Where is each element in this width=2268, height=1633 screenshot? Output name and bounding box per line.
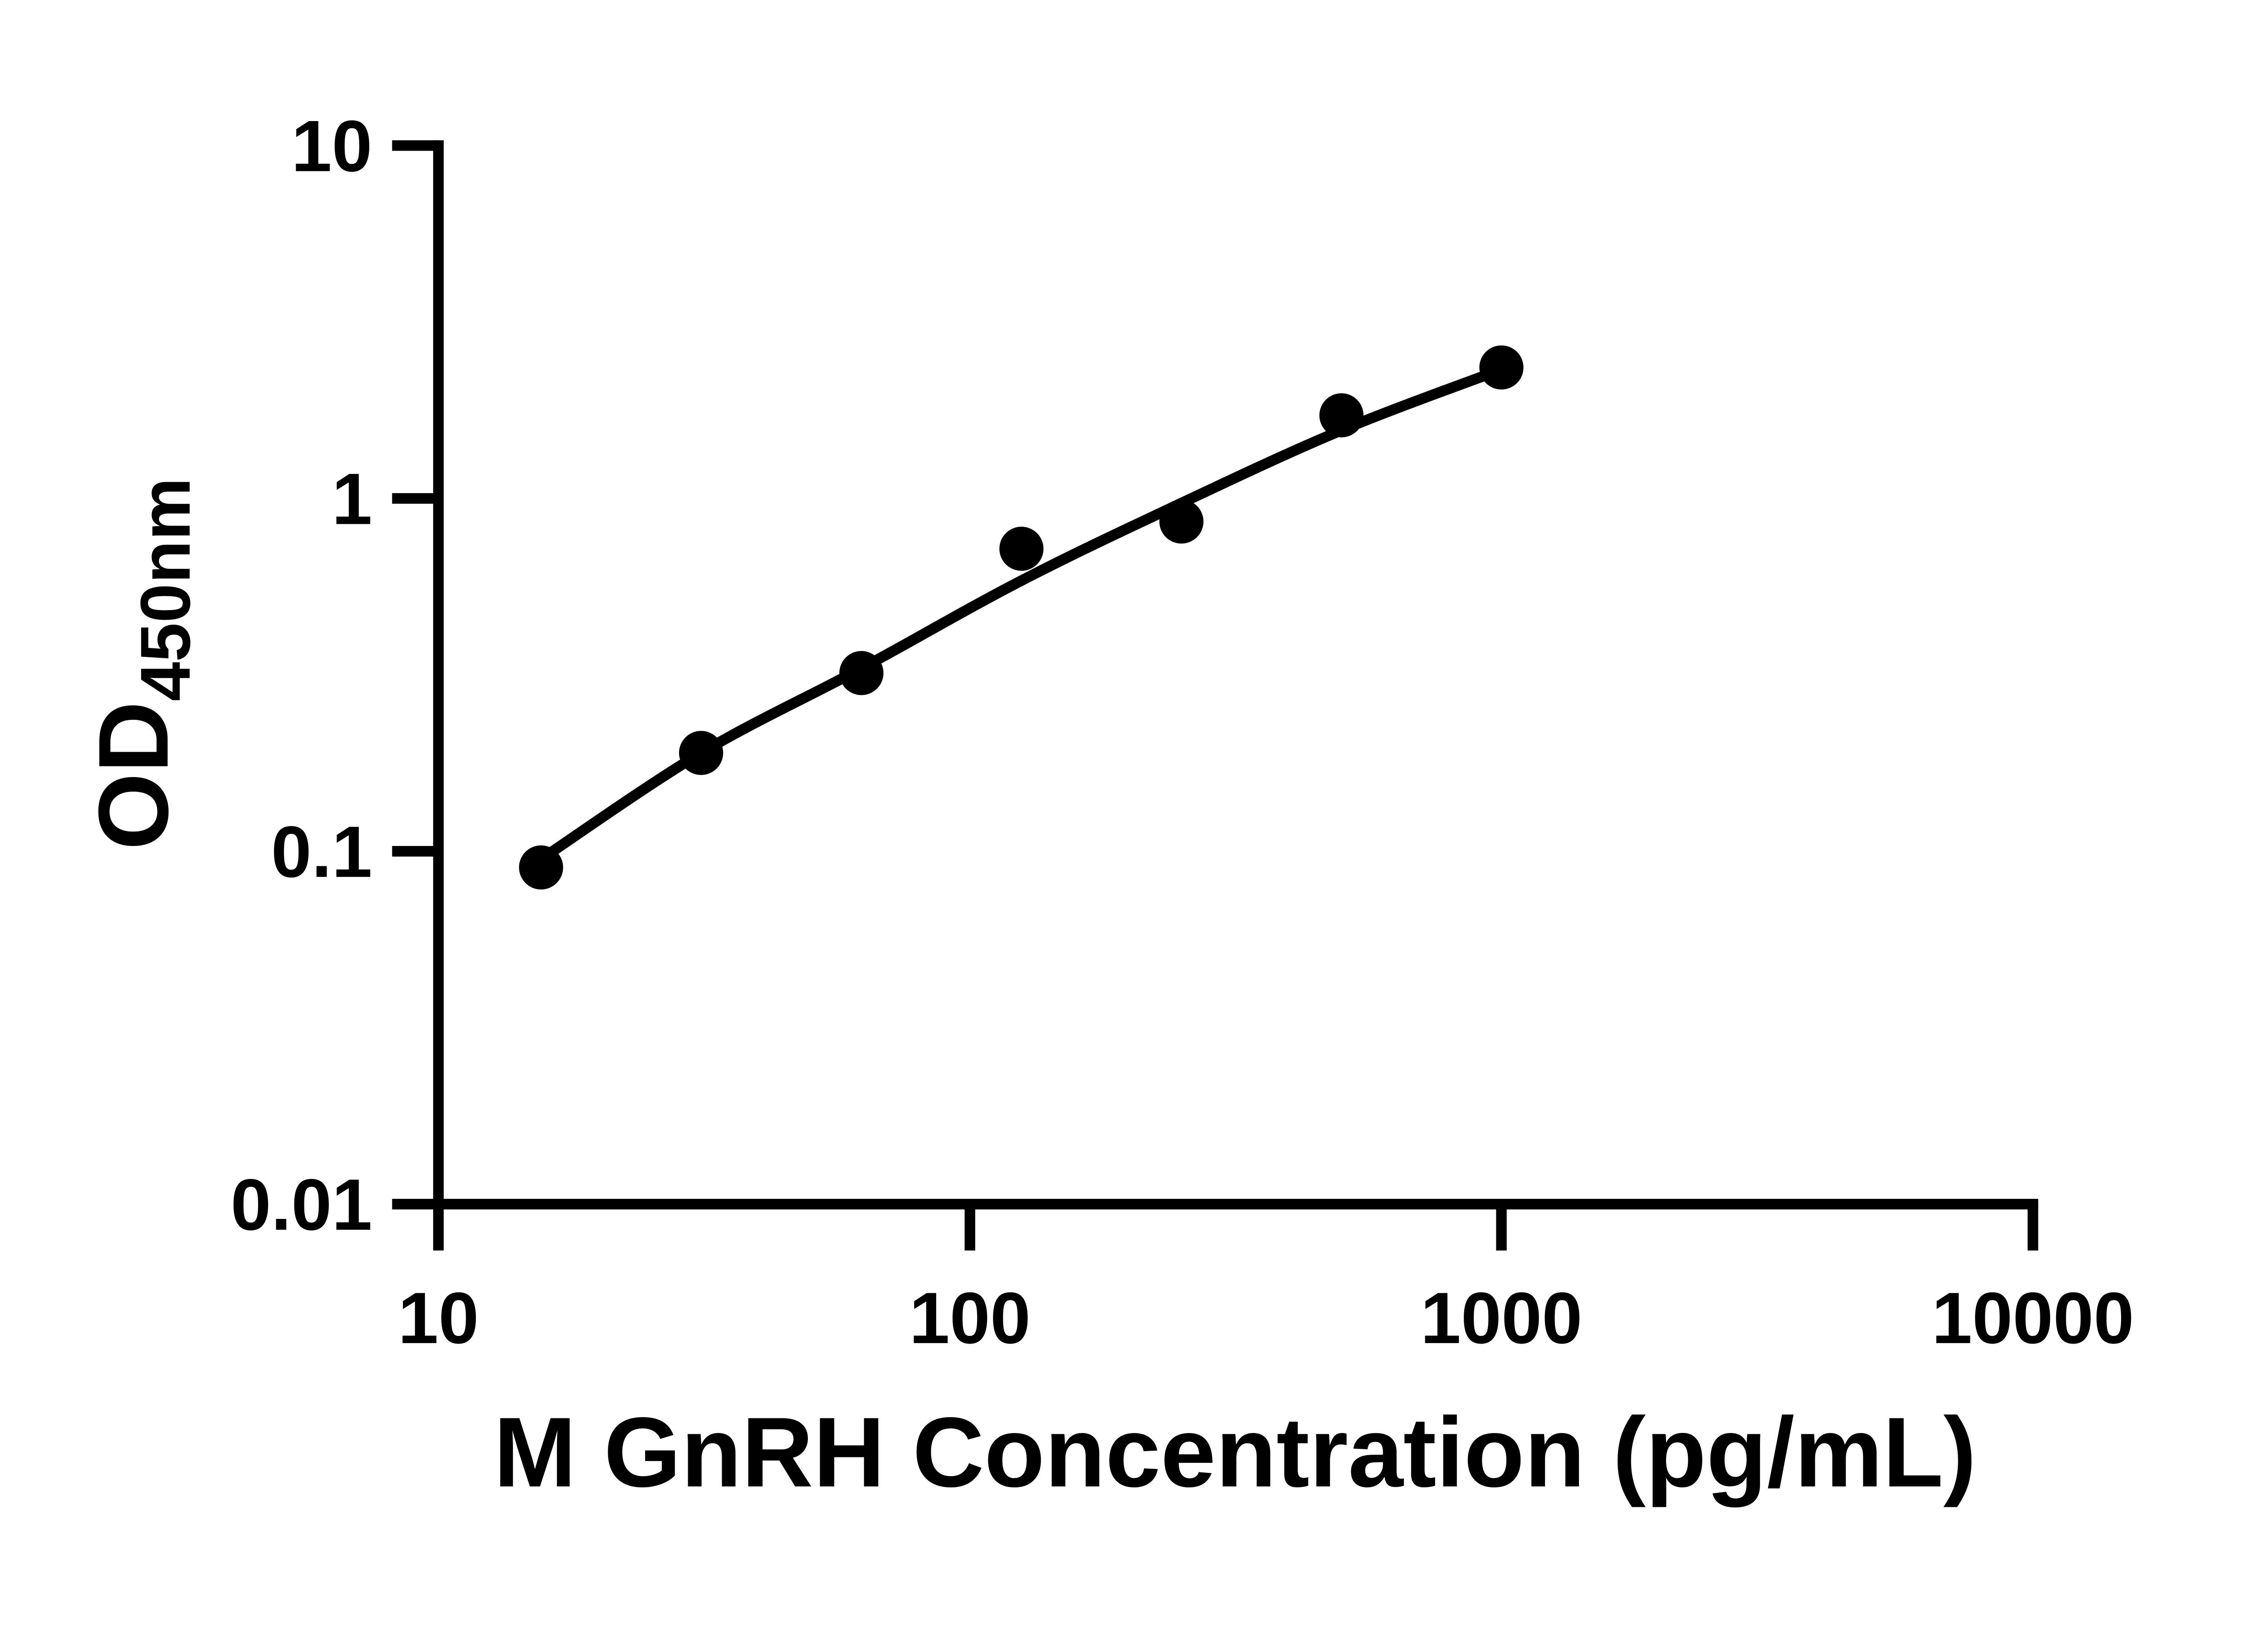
data-point: [1319, 393, 1364, 438]
y-axis-title-main: OD: [78, 701, 189, 850]
y-tick-label: 10: [291, 105, 372, 186]
y-tick-label: 0.1: [271, 811, 372, 892]
x-axis-title: M GnRH Concentration (pg/mL): [494, 1397, 1976, 1508]
data-point: [999, 527, 1044, 571]
standard-curve-chart: 10 1 0.1 0.01 10 100 1000 10000 OD450nm M GnRH…: [78, 105, 2134, 1508]
x-tick-label-group: 10 100 1000 10000: [398, 1277, 2134, 1359]
y-axis-title: OD450nm: [78, 478, 205, 850]
data-point: [519, 845, 563, 890]
data-point: [679, 731, 723, 775]
x-tick-label: 10: [398, 1277, 479, 1359]
data-point-group: [519, 345, 1524, 890]
y-tick-label-group: 10 1 0.1 0.01: [230, 105, 372, 1245]
y-tick-group: [392, 140, 439, 1210]
data-point: [1159, 499, 1204, 544]
y-axis-title-subscript: 450nm: [126, 478, 205, 701]
x-tick-label: 10000: [1932, 1277, 2134, 1359]
data-point: [839, 651, 884, 695]
x-tick-label: 1000: [1421, 1277, 1583, 1359]
fitted-standard-curve: [538, 364, 1504, 864]
x-axis: 10 100 1000 10000: [398, 1198, 2134, 1359]
y-axis: 10 1 0.1 0.01: [230, 105, 444, 1245]
x-tick-label: 100: [909, 1277, 1031, 1359]
y-tick-label: 1: [332, 458, 372, 539]
data-point: [1479, 345, 1524, 390]
y-tick-label: 0.01: [230, 1164, 372, 1245]
elisa-standard-curve-figure: 10 1 0.1 0.01 10 100 1000 10000 OD450nm M GnRH…: [78, 105, 2134, 1508]
x-tick-group: [433, 1204, 2038, 1251]
